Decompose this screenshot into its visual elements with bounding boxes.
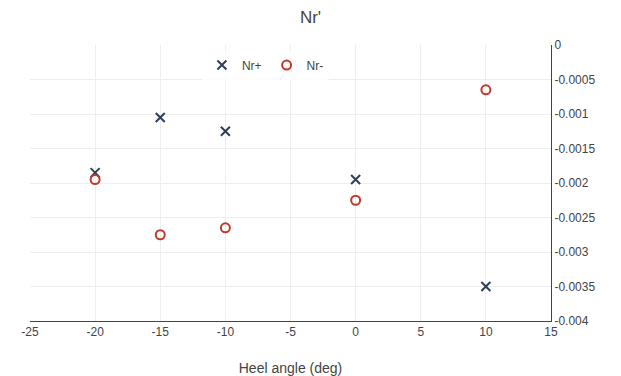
svg-text:Nr+: Nr+ (242, 59, 262, 73)
svg-text:-20: -20 (86, 325, 104, 339)
svg-text:10: 10 (479, 325, 493, 339)
svg-text:Nr-: Nr- (307, 59, 324, 73)
svg-text:Nr': Nr' (300, 8, 321, 27)
svg-text:0: 0 (352, 325, 359, 339)
svg-text:-15: -15 (152, 325, 170, 339)
svg-text:-5: -5 (285, 325, 296, 339)
svg-text:-10: -10 (217, 325, 235, 339)
svg-text:0: 0 (554, 38, 561, 52)
svg-text:-0.0005: -0.0005 (554, 73, 595, 87)
svg-text:-0.001: -0.001 (554, 107, 588, 121)
svg-text:5: 5 (417, 325, 424, 339)
svg-text:-25: -25 (21, 325, 39, 339)
svg-text:-0.003: -0.003 (554, 245, 588, 259)
svg-text:-0.002: -0.002 (554, 176, 588, 190)
svg-text:-0.0025: -0.0025 (554, 211, 595, 225)
svg-text:-0.0015: -0.0015 (554, 142, 595, 156)
svg-text:15: 15 (544, 325, 558, 339)
svg-text:-0.0035: -0.0035 (554, 280, 595, 294)
svg-text:Heel angle (deg): Heel angle (deg) (239, 360, 343, 376)
svg-text:-0.004: -0.004 (554, 314, 588, 328)
